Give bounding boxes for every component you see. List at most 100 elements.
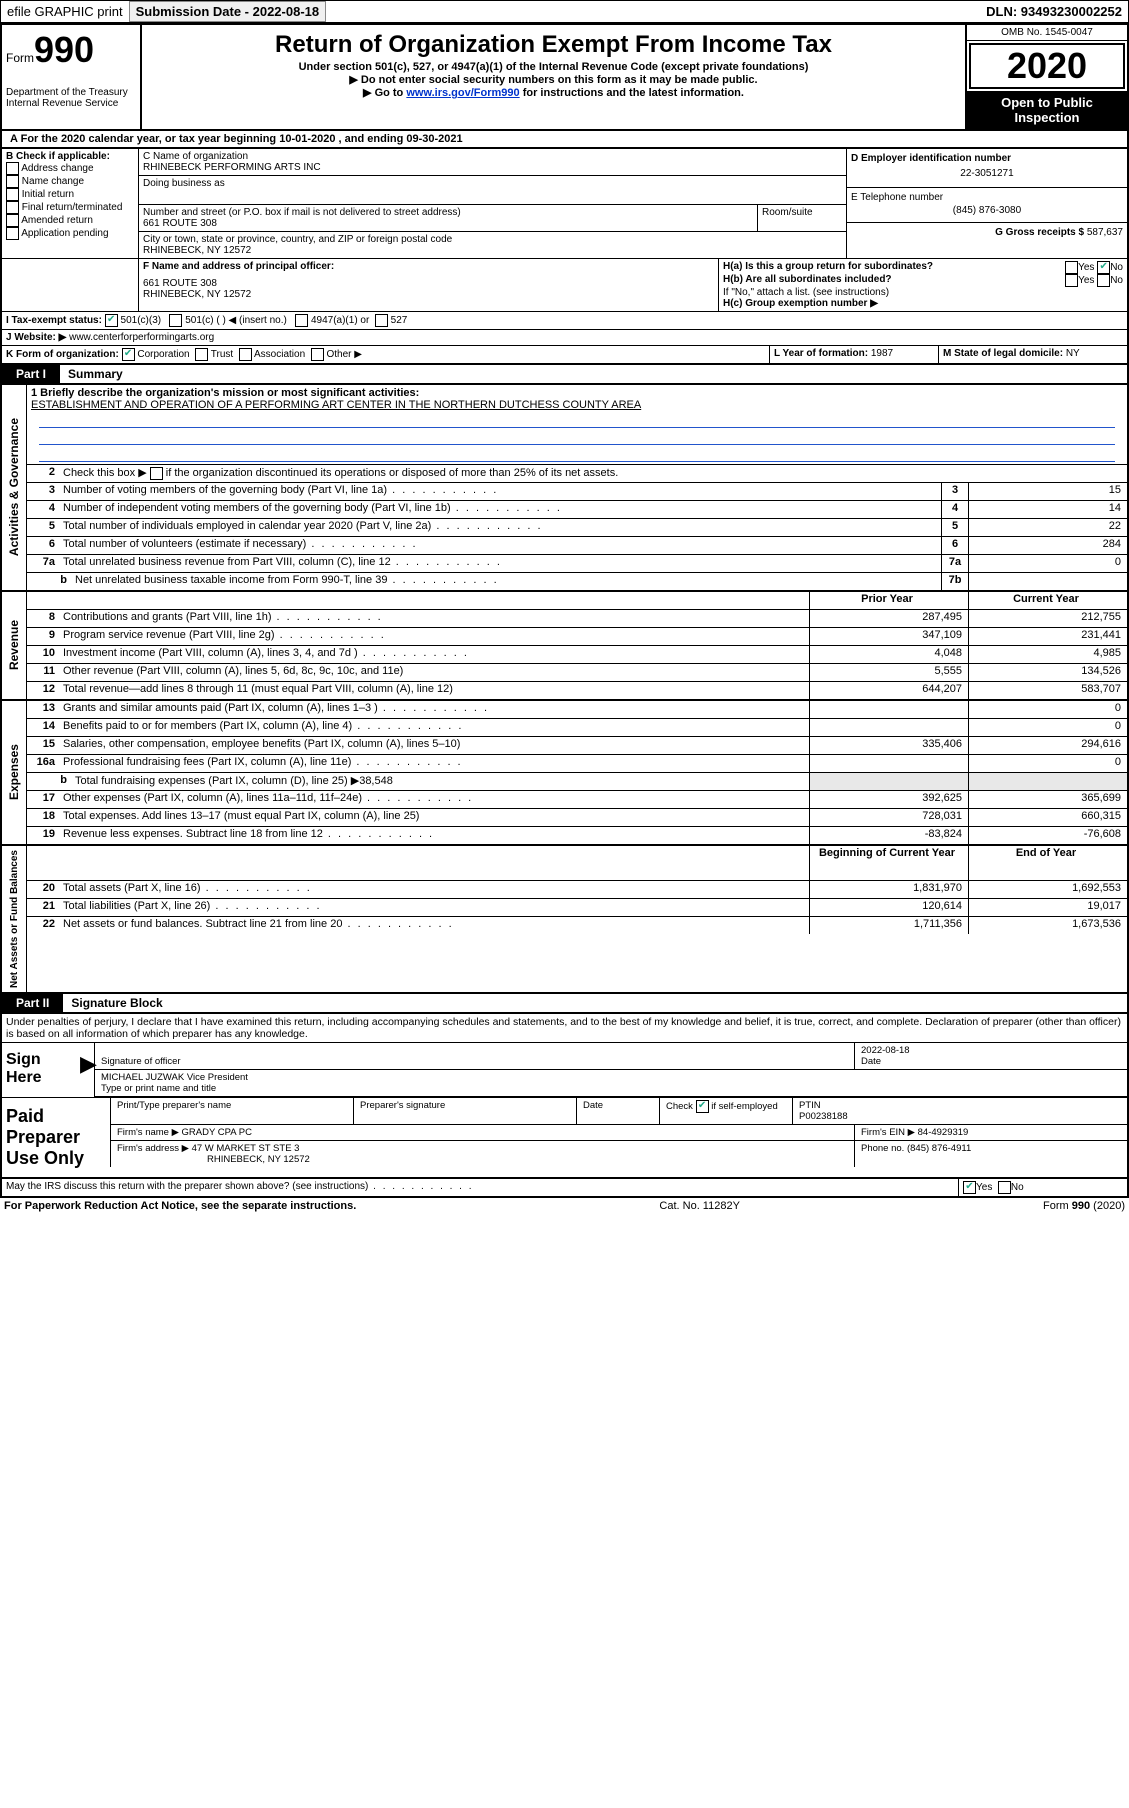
l22-end: 1,673,536 xyxy=(968,917,1127,934)
amended-return-checkbox[interactable] xyxy=(6,214,19,227)
instructions-link[interactable]: www.irs.gov/Form990 xyxy=(406,87,519,99)
city-value: RHINEBECK, NY 12572 xyxy=(143,245,842,256)
l1-label: 1 Briefly describe the organization's mi… xyxy=(31,387,1123,399)
l21-begin: 120,614 xyxy=(809,899,968,916)
prep-sig-label: Preparer's signature xyxy=(354,1098,577,1124)
print-name-label: Print/Type preparer's name xyxy=(111,1098,354,1124)
website-row: J Website: ▶ www.centerforperformingarts… xyxy=(0,330,1129,346)
l3-text: Number of voting members of the governin… xyxy=(59,483,941,500)
subtitle-2: ▶ Do not enter social security numbers o… xyxy=(148,73,959,86)
perjury-statement: Under penalties of perjury, I declare th… xyxy=(0,1014,1129,1043)
net-label: Net Assets or Fund Balances xyxy=(7,846,22,992)
l15-prior: 335,406 xyxy=(809,737,968,754)
website-value: www.centerforperformingarts.org xyxy=(69,332,214,343)
sign-here-block: Sign Here ▶ Signature of officer 2022-08… xyxy=(0,1043,1129,1098)
part2-header: Part II Signature Block xyxy=(0,994,1129,1014)
assoc-checkbox[interactable] xyxy=(239,348,252,361)
ein-label: D Employer identification number xyxy=(851,153,1123,164)
begin-year-hdr: Beginning of Current Year xyxy=(809,846,968,880)
l9-curr: 231,441 xyxy=(968,628,1127,645)
l8-prior: 287,495 xyxy=(809,610,968,627)
irs-label: Internal Revenue Service xyxy=(6,98,136,109)
l22-begin: 1,711,356 xyxy=(809,917,968,934)
discuss-no: No xyxy=(1011,1182,1024,1193)
501c-checkbox[interactable] xyxy=(169,314,182,327)
paid-preparer-block: Paid Preparer Use Only Print/Type prepar… xyxy=(0,1098,1129,1179)
tax-period-row: A For the 2020 calendar year, or tax yea… xyxy=(0,131,1129,149)
trust-checkbox[interactable] xyxy=(195,348,208,361)
officer-name: MICHAEL JUZWAK Vice President xyxy=(101,1072,1121,1083)
page-footer: For Paperwork Reduction Act Notice, see … xyxy=(0,1198,1129,1214)
l5-value: 22 xyxy=(968,519,1127,536)
l2-checkbox[interactable] xyxy=(150,467,163,480)
revenue-section: Revenue Prior YearCurrent Year 8Contribu… xyxy=(0,592,1129,701)
initial-return-checkbox[interactable] xyxy=(6,188,19,201)
l14-prior xyxy=(809,719,968,736)
ha-yes-checkbox[interactable] xyxy=(1065,261,1078,274)
submission-date-button[interactable]: Submission Date - 2022-08-18 xyxy=(129,1,327,22)
ptin-label: PTIN xyxy=(799,1100,1121,1111)
org-name-label: C Name of organization xyxy=(143,151,842,162)
l16a-curr: 0 xyxy=(968,755,1127,772)
l20-end: 1,692,553 xyxy=(968,881,1127,898)
rev-label: Revenue xyxy=(5,616,23,674)
ptin-value: P00238188 xyxy=(799,1111,1121,1122)
city-label: City or town, state or province, country… xyxy=(143,234,842,245)
discuss-no-checkbox[interactable] xyxy=(998,1181,1011,1194)
hb-no-checkbox[interactable] xyxy=(1097,274,1110,287)
self-employed-checkbox[interactable] xyxy=(696,1100,709,1113)
4947-checkbox[interactable] xyxy=(295,314,308,327)
name-change-checkbox[interactable] xyxy=(6,175,19,188)
l18-prior: 728,031 xyxy=(809,809,968,826)
l11-curr: 134,526 xyxy=(968,664,1127,681)
address-change-checkbox[interactable] xyxy=(6,162,19,175)
ha-no-checkbox[interactable] xyxy=(1097,261,1110,274)
527-label: 527 xyxy=(391,315,408,326)
other-checkbox[interactable] xyxy=(311,348,324,361)
527-checkbox[interactable] xyxy=(375,314,388,327)
part1-title: Summary xyxy=(60,365,131,383)
form-ref: Form 990 (2020) xyxy=(1043,1200,1125,1212)
hc-label: H(c) Group exemption number ▶ xyxy=(723,298,1123,309)
street-value: 661 ROUTE 308 xyxy=(143,218,753,229)
ag-label: Activities & Governance xyxy=(5,414,23,560)
l1-text: ESTABLISHMENT AND OPERATION OF A PERFORM… xyxy=(31,399,1123,411)
sig-officer-label: Signature of officer xyxy=(95,1043,855,1069)
l14-text: Benefits paid to or for members (Part IX… xyxy=(59,719,809,736)
l10-text: Investment income (Part VIII, column (A)… xyxy=(59,646,809,663)
firm-addr1: 47 W MARKET ST STE 3 xyxy=(192,1143,300,1154)
activities-governance-section: Activities & Governance 1 Briefly descri… xyxy=(0,385,1129,592)
box-m-label: M State of legal domicile: xyxy=(943,348,1063,359)
firm-phone: (845) 876-4911 xyxy=(907,1143,971,1154)
box-l-label: L Year of formation: xyxy=(774,348,868,359)
app-pending-checkbox[interactable] xyxy=(6,227,19,240)
discuss-yes-checkbox[interactable] xyxy=(963,1181,976,1194)
sig-date-label: Date xyxy=(861,1056,1121,1067)
form-title: Return of Organization Exempt From Incom… xyxy=(148,31,959,59)
l20-text: Total assets (Part X, line 16) xyxy=(59,881,809,898)
501c3-checkbox[interactable] xyxy=(105,314,118,327)
address-change-label: Address change xyxy=(21,163,93,174)
prep-date-label: Date xyxy=(577,1098,660,1124)
form-number: 990 xyxy=(34,29,94,70)
l7b-text: Net unrelated business taxable income fr… xyxy=(71,573,941,590)
officer-group-block: F Name and address of principal officer:… xyxy=(0,259,1129,312)
corp-checkbox[interactable] xyxy=(122,348,135,361)
l16a-text: Professional fundraising fees (Part IX, … xyxy=(59,755,809,772)
form-word: Form xyxy=(6,51,34,65)
subtitle-3-prefix: ▶ Go to xyxy=(363,87,406,99)
mission-blank-line xyxy=(39,428,1115,445)
l12-prior: 644,207 xyxy=(809,682,968,699)
discuss-yes: Yes xyxy=(976,1182,992,1193)
officer-name-label: Type or print name and title xyxy=(101,1083,1121,1094)
hb-yes: Yes xyxy=(1078,275,1094,286)
final-return-checkbox[interactable] xyxy=(6,201,19,214)
l16b-text: Total fundraising expenses (Part IX, col… xyxy=(71,773,809,790)
l12-curr: 583,707 xyxy=(968,682,1127,699)
phone-label: E Telephone number xyxy=(851,192,1123,203)
self-emp-suffix: if self-employed xyxy=(711,1101,778,1112)
l10-prior: 4,048 xyxy=(809,646,968,663)
l9-text: Program service revenue (Part VIII, line… xyxy=(59,628,809,645)
self-emp-text: Check xyxy=(666,1101,693,1112)
hb-yes-checkbox[interactable] xyxy=(1065,274,1078,287)
